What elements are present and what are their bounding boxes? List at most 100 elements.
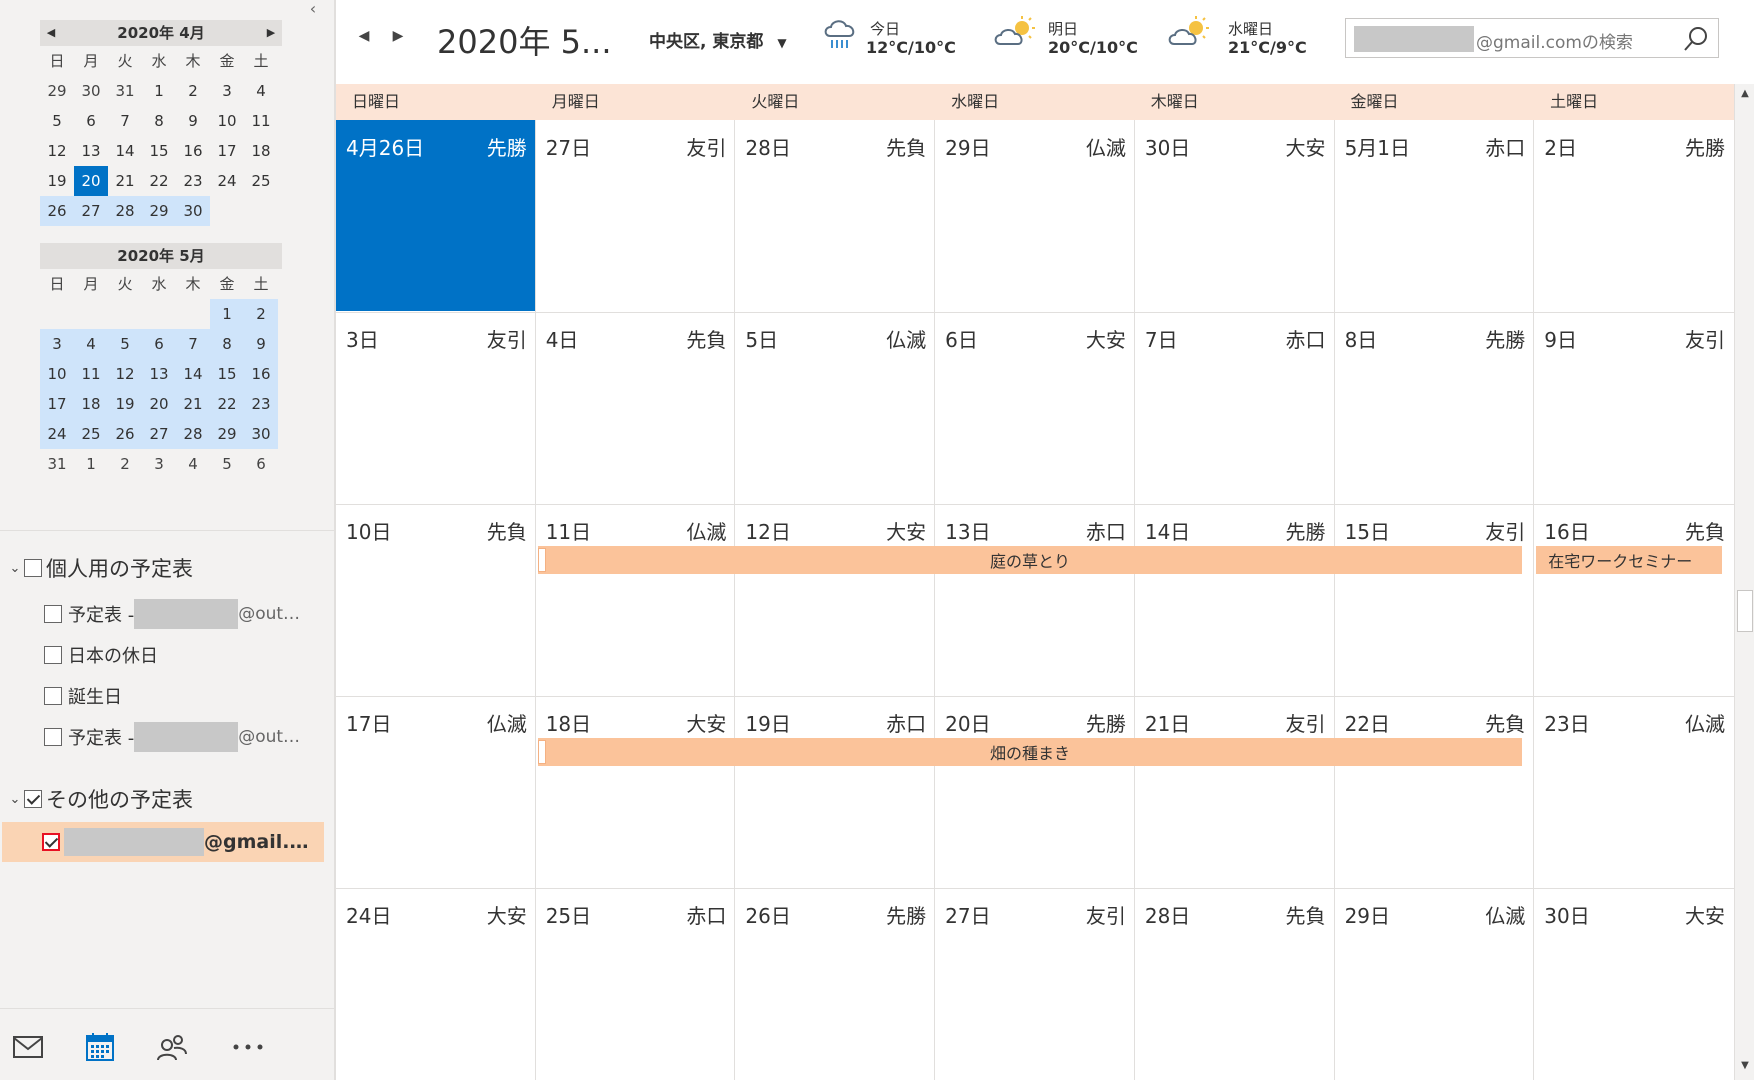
- day-cell[interactable]: 2日 先勝: [1534, 120, 1733, 311]
- day-cell[interactable]: 26日 先勝: [735, 888, 934, 1079]
- day-cell[interactable]: 8日 先勝: [1335, 312, 1534, 503]
- calendar-item-gmail[interactable]: @gmail.…: [2, 822, 324, 862]
- search-icon[interactable]: [1682, 25, 1710, 53]
- day-cell[interactable]: 25日 赤口: [536, 888, 735, 1079]
- mini-day[interactable]: 16: [183, 142, 203, 160]
- mini-day[interactable]: 26: [108, 419, 142, 449]
- next-month-icon[interactable]: ▶: [266, 26, 276, 39]
- group-personal-calendars[interactable]: ⌄ 個人用の予定表: [6, 553, 193, 583]
- mini-day[interactable]: 2: [188, 82, 198, 100]
- mini-day[interactable]: 28: [176, 419, 210, 449]
- day-cell[interactable]: 22日 先負: [1335, 696, 1534, 887]
- mini-day[interactable]: 27: [142, 419, 176, 449]
- mini-day[interactable]: 2: [120, 455, 130, 473]
- mini-day[interactable]: 3: [222, 82, 232, 100]
- scroll-down-icon[interactable]: ▼: [1741, 1060, 1749, 1071]
- next-period-button[interactable]: ▶: [392, 28, 404, 44]
- chevron-down-icon[interactable]: ⌄: [9, 560, 21, 576]
- calendar-item-japan-holidays[interactable]: 日本の休日: [44, 640, 158, 670]
- pane-divider[interactable]: [334, 0, 336, 1080]
- day-cell[interactable]: 5日 仏滅: [735, 312, 934, 503]
- day-cell[interactable]: 28日 先負: [735, 120, 934, 311]
- day-cell[interactable]: 14日 先勝: [1135, 504, 1334, 695]
- day-cell[interactable]: 3日 友引: [336, 312, 535, 503]
- day-cell[interactable]: 18日 大安: [536, 696, 735, 887]
- more-icon[interactable]: [228, 1029, 268, 1065]
- scroll-thumb[interactable]: [1737, 590, 1753, 632]
- mini-day[interactable]: 26: [40, 196, 74, 226]
- day-cell[interactable]: 20日 先勝: [935, 696, 1134, 887]
- mini-day[interactable]: 24: [40, 419, 74, 449]
- mini-day[interactable]: 15: [210, 359, 244, 389]
- mini-day[interactable]: 31: [47, 455, 67, 473]
- day-cell[interactable]: 11日 仏滅: [536, 504, 735, 695]
- day-cell[interactable]: 27日 友引: [536, 120, 735, 311]
- mini-day[interactable]: 30: [244, 419, 278, 449]
- mini-day[interactable]: 5: [52, 112, 62, 130]
- scroll-up-icon[interactable]: ▲: [1741, 88, 1749, 99]
- chevron-down-icon[interactable]: ⌄: [9, 791, 21, 807]
- mini-day[interactable]: 1: [210, 299, 244, 329]
- day-cell[interactable]: 10日 先負: [336, 504, 535, 695]
- mini-day[interactable]: 21: [176, 389, 210, 419]
- mini-day[interactable]: 2: [244, 299, 278, 329]
- mini-day[interactable]: 24: [217, 172, 237, 190]
- mini-day[interactable]: 4: [188, 455, 198, 473]
- mini-day[interactable]: 13: [142, 359, 176, 389]
- people-icon[interactable]: [152, 1029, 192, 1065]
- calendar-checkbox[interactable]: [44, 646, 62, 664]
- mini-day[interactable]: 16: [244, 359, 278, 389]
- mini-day[interactable]: 6: [142, 329, 176, 359]
- day-cell[interactable]: 13日 赤口: [935, 504, 1134, 695]
- calendar-item-birthdays[interactable]: 誕生日: [44, 681, 122, 711]
- group-checkbox[interactable]: [24, 790, 42, 808]
- day-cell[interactable]: 7日 赤口: [1135, 312, 1334, 503]
- mini-day[interactable]: 8: [210, 329, 244, 359]
- mini-day[interactable]: 17: [217, 142, 237, 160]
- previous-period-button[interactable]: ◀: [358, 28, 370, 44]
- mini-day[interactable]: 4: [74, 329, 108, 359]
- mini-day[interactable]: 9: [188, 112, 198, 130]
- calendar-checkbox[interactable]: [44, 728, 62, 746]
- day-cell[interactable]: 21日 友引: [1135, 696, 1334, 887]
- calendar-event[interactable]: 庭の草とり: [537, 546, 1523, 574]
- calendar-checkbox[interactable]: [44, 605, 62, 623]
- mini-day[interactable]: 23: [183, 172, 203, 190]
- mini-day[interactable]: 29: [142, 196, 176, 226]
- vertical-scrollbar[interactable]: ▲ ▼: [1734, 84, 1754, 1080]
- day-cell[interactable]: 4月26日 先勝: [336, 120, 535, 311]
- day-cell[interactable]: 6日 大安: [935, 312, 1134, 503]
- mini-day[interactable]: 1: [86, 455, 96, 473]
- mini-day[interactable]: 12: [108, 359, 142, 389]
- day-cell[interactable]: 4日 先負: [536, 312, 735, 503]
- mini-day[interactable]: 30: [81, 82, 101, 100]
- mini-day[interactable]: 4: [256, 82, 266, 100]
- calendar-icon[interactable]: [80, 1029, 120, 1065]
- mini-day[interactable]: 25: [251, 172, 271, 190]
- day-cell[interactable]: 16日 先負: [1534, 504, 1733, 695]
- mini-day[interactable]: 19: [108, 389, 142, 419]
- day-cell[interactable]: 19日 赤口: [735, 696, 934, 887]
- mini-day[interactable]: 18: [251, 142, 271, 160]
- day-cell[interactable]: 27日 友引: [935, 888, 1134, 1079]
- mini-day[interactable]: 17: [40, 389, 74, 419]
- mini-day[interactable]: 23: [244, 389, 278, 419]
- mini-day-today[interactable]: 20: [74, 166, 108, 196]
- weather-wednesday[interactable]: 水曜日 21°C/9°C: [1168, 16, 1307, 57]
- mini-day[interactable]: 11: [74, 359, 108, 389]
- mini-day[interactable]: 3: [40, 329, 74, 359]
- day-cell[interactable]: 9日 友引: [1534, 312, 1733, 503]
- calendar-checkbox[interactable]: [42, 833, 60, 851]
- group-other-calendars[interactable]: ⌄ その他の予定表: [6, 784, 193, 814]
- mini-day[interactable]: 5: [222, 455, 232, 473]
- mini-day[interactable]: 25: [74, 419, 108, 449]
- mini-day[interactable]: 27: [74, 196, 108, 226]
- search-input[interactable]: @gmail.comの検索: [1345, 18, 1719, 58]
- weather-today[interactable]: 今日 12°C/10°C: [822, 16, 956, 57]
- mini-day[interactable]: 18: [74, 389, 108, 419]
- location-dropdown[interactable]: 中央区, 東京都 ▼: [649, 27, 787, 52]
- prev-month-icon[interactable]: ◀: [46, 26, 56, 39]
- calendar-event[interactable]: 在宅ワークセミナー: [1536, 546, 1722, 574]
- mini-day[interactable]: 11: [251, 112, 271, 130]
- mini-day[interactable]: 28: [108, 196, 142, 226]
